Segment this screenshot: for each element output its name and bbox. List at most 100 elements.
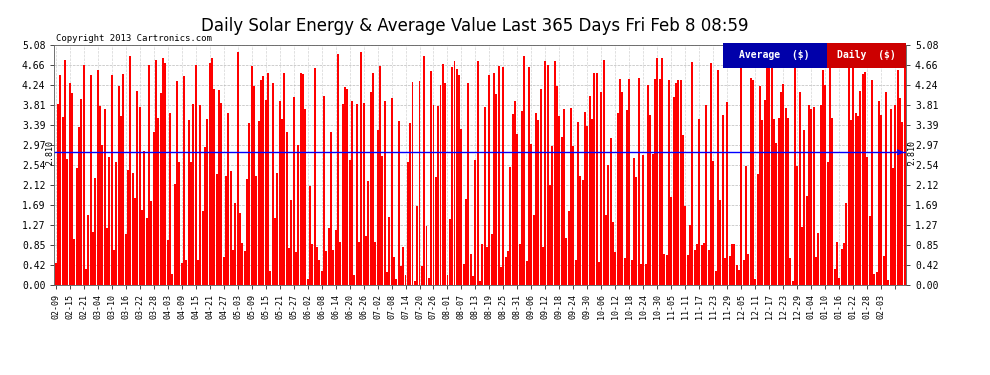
- Bar: [283, 73, 285, 285]
- Bar: [584, 112, 586, 285]
- Bar: [80, 99, 82, 285]
- Bar: [706, 105, 708, 285]
- Bar: [393, 257, 395, 285]
- Bar: [818, 232, 820, 285]
- Bar: [355, 104, 357, 285]
- Bar: [498, 66, 500, 285]
- Bar: [400, 266, 402, 285]
- Bar: [146, 218, 148, 285]
- Bar: [519, 244, 521, 285]
- Bar: [421, 266, 423, 285]
- Bar: [610, 138, 612, 285]
- Bar: [734, 244, 736, 285]
- Bar: [252, 86, 254, 285]
- Bar: [139, 107, 141, 285]
- Bar: [235, 203, 237, 285]
- Bar: [458, 75, 460, 285]
- Bar: [423, 56, 425, 285]
- Bar: [262, 75, 264, 285]
- Bar: [500, 267, 502, 285]
- Bar: [878, 102, 880, 285]
- Bar: [899, 98, 901, 285]
- Bar: [154, 60, 156, 285]
- Bar: [164, 63, 166, 285]
- Bar: [379, 66, 381, 285]
- Bar: [237, 52, 239, 285]
- Bar: [787, 118, 789, 285]
- Bar: [367, 181, 369, 285]
- Bar: [111, 75, 113, 285]
- Bar: [108, 157, 110, 285]
- Bar: [428, 278, 430, 285]
- Bar: [137, 91, 139, 285]
- Bar: [703, 243, 705, 285]
- Bar: [638, 78, 640, 285]
- Bar: [794, 64, 796, 285]
- Bar: [741, 66, 742, 285]
- Bar: [546, 65, 548, 285]
- Bar: [792, 281, 794, 285]
- Bar: [269, 271, 271, 285]
- Bar: [407, 162, 409, 285]
- Bar: [708, 250, 710, 285]
- Bar: [601, 92, 603, 285]
- Bar: [505, 258, 507, 285]
- Text: Average  ($): Average ($): [740, 50, 810, 60]
- Bar: [144, 151, 146, 285]
- Bar: [626, 110, 628, 285]
- Bar: [465, 199, 467, 285]
- Bar: [311, 244, 313, 285]
- Bar: [183, 76, 185, 285]
- Text: Copyright 2013 Cartronics.com: Copyright 2013 Cartronics.com: [56, 34, 212, 43]
- Bar: [752, 80, 754, 285]
- Bar: [390, 98, 392, 285]
- Bar: [75, 168, 77, 285]
- Bar: [360, 51, 362, 285]
- Bar: [736, 265, 738, 285]
- Bar: [199, 105, 201, 285]
- Bar: [749, 78, 751, 285]
- Bar: [405, 275, 407, 285]
- Bar: [232, 249, 234, 285]
- Bar: [431, 71, 433, 285]
- Bar: [344, 87, 346, 285]
- Bar: [123, 74, 125, 285]
- Bar: [242, 243, 244, 285]
- Bar: [228, 113, 230, 285]
- Bar: [665, 255, 667, 285]
- Bar: [850, 120, 852, 285]
- Bar: [593, 73, 595, 285]
- Bar: [890, 109, 892, 285]
- Bar: [644, 264, 646, 285]
- Bar: [190, 162, 192, 285]
- Bar: [636, 177, 638, 285]
- Bar: [293, 97, 295, 285]
- Bar: [864, 72, 866, 285]
- Bar: [90, 75, 92, 285]
- Bar: [647, 86, 649, 285]
- Bar: [451, 68, 453, 285]
- Bar: [615, 252, 617, 285]
- Bar: [353, 275, 355, 285]
- Bar: [608, 165, 610, 285]
- Bar: [213, 89, 215, 285]
- Bar: [698, 118, 700, 285]
- Bar: [467, 84, 469, 285]
- Bar: [295, 252, 297, 285]
- Bar: [663, 254, 665, 285]
- Bar: [488, 75, 490, 285]
- Bar: [369, 92, 371, 285]
- Bar: [376, 130, 378, 285]
- Bar: [255, 177, 257, 285]
- Bar: [474, 160, 476, 285]
- Bar: [150, 201, 152, 285]
- Bar: [433, 105, 435, 285]
- Bar: [612, 222, 614, 285]
- Bar: [654, 79, 656, 285]
- Bar: [211, 58, 213, 285]
- Bar: [87, 215, 89, 285]
- Bar: [202, 211, 204, 285]
- Bar: [568, 211, 570, 285]
- Bar: [556, 86, 558, 285]
- Bar: [120, 116, 122, 285]
